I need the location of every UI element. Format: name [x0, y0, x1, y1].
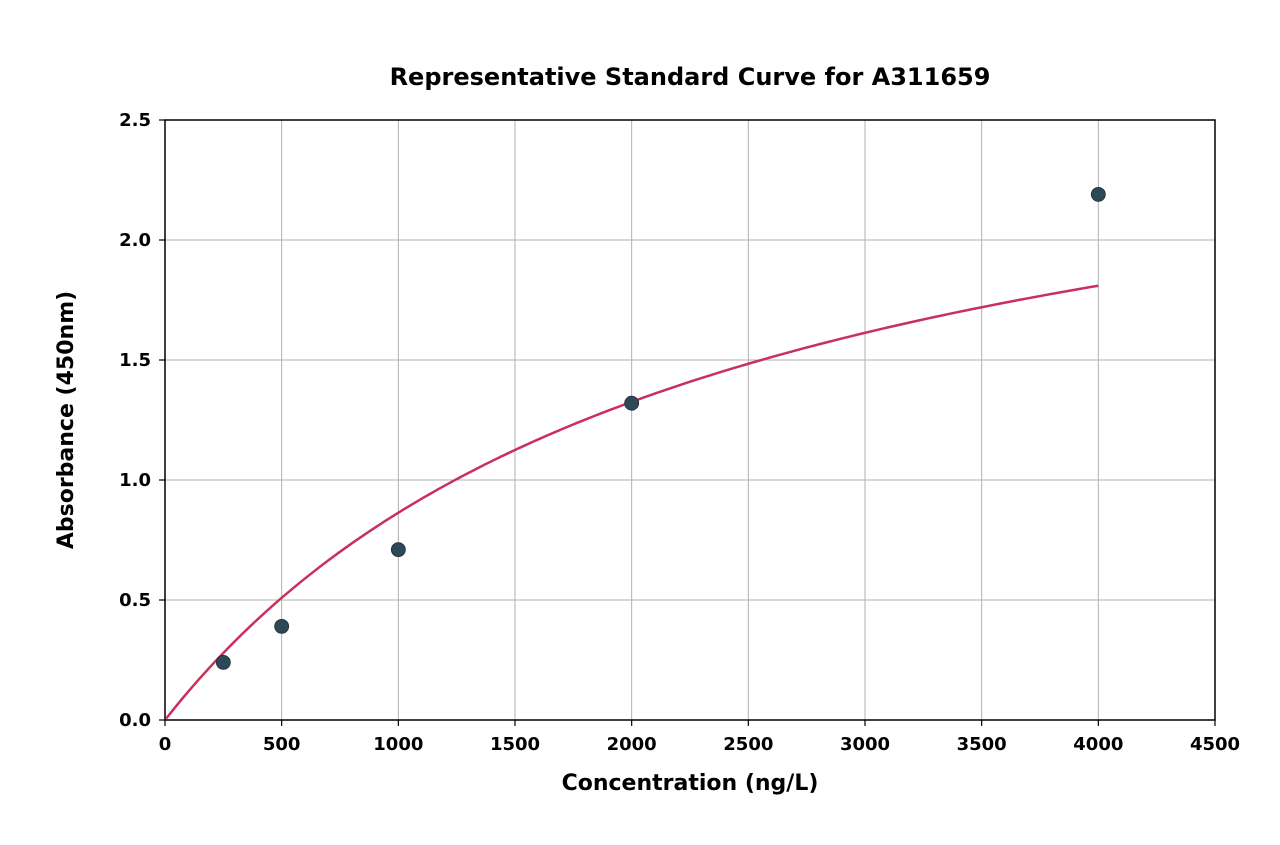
data-point — [275, 619, 289, 633]
x-tick-label: 1500 — [490, 734, 540, 755]
x-axis-label: Concentration (ng/L) — [562, 771, 819, 796]
data-point — [625, 396, 639, 410]
data-point — [391, 543, 405, 557]
chart-background — [0, 0, 1280, 845]
y-tick-label: 2.5 — [119, 110, 151, 131]
x-tick-label: 4000 — [1073, 734, 1123, 755]
y-tick-label: 1.5 — [119, 350, 151, 371]
data-point — [216, 655, 230, 669]
y-axis-label: Absorbance (450nm) — [54, 291, 79, 549]
x-tick-label: 2000 — [607, 734, 657, 755]
chart-svg: 0 500 1000 1500 2000 2500 3000 3500 4000 4500 0.0 0… — [0, 0, 1280, 845]
y-tick-label: 0.5 — [119, 590, 151, 611]
x-tick-label: 4500 — [1190, 734, 1240, 755]
y-tick-label: 1.0 — [119, 470, 151, 491]
x-tick-label: 500 — [263, 734, 301, 755]
chart-title: Representative Standard Curve for A31165… — [390, 63, 991, 91]
x-tick-label: 2500 — [723, 734, 773, 755]
data-point — [1091, 187, 1105, 201]
chart-container: 0 500 1000 1500 2000 2500 3000 3500 4000 4500 0.0 0… — [0, 0, 1280, 845]
y-tick-label: 2.0 — [119, 230, 151, 251]
y-tick-label: 0.0 — [119, 710, 151, 731]
x-tick-label: 1000 — [373, 734, 423, 755]
x-tick-label: 3500 — [957, 734, 1007, 755]
x-tick-label: 3000 — [840, 734, 890, 755]
x-tick-label: 0 — [159, 734, 172, 755]
